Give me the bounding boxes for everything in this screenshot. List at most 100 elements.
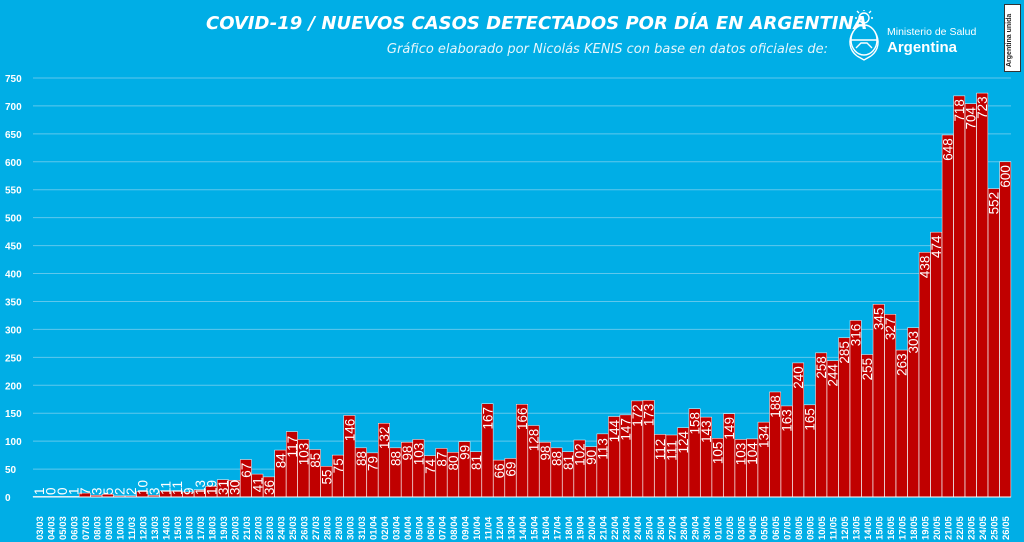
data-label: 103	[734, 443, 749, 466]
x-tick-label: 25/05	[990, 516, 1001, 540]
x-tick-label: 17/03	[196, 516, 207, 540]
x-tick-label: 16/04	[541, 516, 552, 540]
x-tick-label: 17/04	[553, 516, 564, 540]
x-tick-label: 21/03	[242, 516, 253, 540]
x-tick-label: 20/03	[230, 516, 241, 540]
x-tick-label: 29/03	[334, 516, 345, 540]
x-tick-label: 19/04	[576, 516, 587, 540]
x-tick-label: 21/04	[599, 516, 610, 540]
data-label: 41	[250, 477, 265, 492]
x-tick-label: 08/05	[794, 516, 805, 540]
data-label: 30	[227, 480, 242, 495]
data-label: 149	[722, 417, 737, 440]
x-tick-label: 10/05	[817, 516, 828, 540]
x-tick-label: 22/04	[610, 516, 621, 540]
x-tick-label: 05/03	[58, 516, 69, 540]
bar-21/05	[941, 134, 954, 498]
bar-23/05	[964, 103, 977, 498]
x-tick-label: 15/03	[173, 516, 184, 540]
x-tick-label: 23/04	[622, 516, 633, 540]
data-label: 79	[365, 456, 380, 471]
data-label: 124	[676, 431, 691, 454]
x-tick-label: 06/05	[771, 516, 782, 540]
x-tick-label: 10/04	[472, 516, 483, 540]
x-tick-label: 26/05	[1001, 516, 1012, 540]
data-label: 188	[768, 395, 783, 418]
data-label: 81	[469, 455, 484, 470]
data-label: 11	[170, 481, 185, 495]
x-tick-label: 05/05	[760, 516, 771, 540]
data-label: 240	[791, 366, 806, 389]
x-tick-label: 14/03	[161, 516, 172, 540]
x-tick-label: 17/05	[898, 516, 909, 540]
data-label: 327	[883, 318, 898, 341]
x-tick-label: 14/05	[863, 516, 874, 540]
data-label: 2	[124, 487, 139, 495]
data-label: 173	[642, 404, 657, 427]
data-label: 88	[388, 451, 403, 466]
data-label: 5	[101, 487, 116, 495]
data-label: 3	[89, 487, 104, 495]
x-tick-label: 04/03	[46, 516, 57, 540]
data-label: 3	[147, 487, 162, 495]
data-label: 128	[527, 429, 542, 452]
y-tick-label: 600	[5, 158, 22, 169]
bar-24/05	[976, 92, 989, 498]
data-label: 263	[895, 353, 910, 376]
x-tick-label: 27/04	[668, 516, 679, 540]
x-tick-label: 28/03	[322, 516, 333, 540]
data-label: 143	[699, 420, 714, 443]
data-labels: 1001735221031111913193130674136841171038…	[32, 96, 1013, 495]
data-label: 1	[66, 487, 81, 495]
chart-title: COVID-19 / NUEVOS CASOS DETECTADOS POR D…	[206, 13, 868, 34]
data-label: 600	[998, 165, 1013, 188]
data-label: 723	[975, 96, 990, 119]
x-tick-label: 18/03	[207, 516, 218, 540]
data-label: 258	[814, 356, 829, 379]
data-label: 0	[43, 487, 58, 495]
x-tick-label: 09/03	[104, 516, 115, 540]
data-label: 113	[596, 438, 611, 460]
x-tick-label: 13/03	[150, 516, 161, 540]
data-label: 102	[573, 443, 588, 466]
x-tick-label: 15/04	[530, 516, 541, 540]
y-tick-label: 350	[5, 297, 22, 308]
data-label: 345	[872, 308, 887, 331]
x-tick-label: 12/04	[495, 516, 506, 540]
data-label: 255	[860, 358, 875, 381]
x-tick-label: 13/05	[852, 516, 863, 540]
x-tick-label: 22/05	[955, 516, 966, 540]
data-label: 147	[619, 418, 634, 441]
x-tick-label: 03/05	[737, 516, 748, 540]
data-label: 704	[964, 106, 979, 129]
data-label: 7	[78, 487, 93, 495]
y-tick-label: 300	[5, 325, 22, 336]
x-tick-label: 24/04	[633, 516, 644, 540]
data-label: 112	[653, 439, 668, 461]
data-label: 74	[423, 458, 438, 474]
x-tick-label: 18/05	[909, 516, 920, 540]
data-label: 316	[849, 324, 864, 347]
data-label: 31	[216, 480, 231, 495]
x-tick-label: 20/05	[932, 516, 943, 540]
data-label: 81	[561, 455, 576, 470]
x-tick-label: 23/03	[265, 516, 276, 540]
x-tick-label: 11/04	[483, 516, 494, 540]
country-name: Argentina	[887, 39, 958, 56]
data-label: 19	[204, 480, 219, 495]
x-tick-label: 07/04	[437, 516, 448, 540]
data-label: 438	[918, 256, 933, 279]
data-label: 87	[434, 452, 449, 467]
y-tick-label: 450	[5, 242, 22, 253]
x-tick-label: 24/03	[276, 516, 287, 540]
data-label: 648	[941, 138, 956, 161]
x-tick-label: 30/03	[345, 516, 356, 540]
data-label: 718	[952, 99, 967, 122]
data-label: 10	[135, 480, 150, 495]
y-axis-tick-labels: 0 50 100 150 200 250 300 350 400 450 500 550 600 650 7…	[5, 74, 22, 504]
bar-25/05	[987, 188, 1000, 498]
data-label: 144	[607, 419, 622, 442]
data-label: 132	[377, 427, 392, 450]
data-label: 105	[711, 442, 726, 465]
